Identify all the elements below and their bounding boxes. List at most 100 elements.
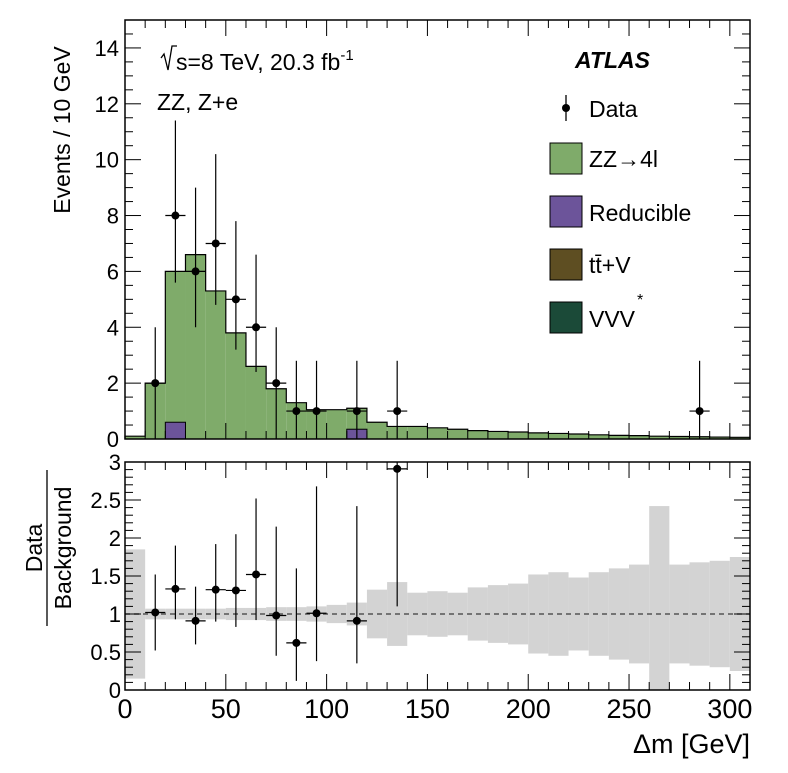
zz-bar bbox=[467, 430, 488, 439]
data-point bbox=[272, 379, 281, 388]
data-point bbox=[231, 295, 240, 304]
x-tick-label: 150 bbox=[405, 694, 450, 724]
ratio-ylabel-denominator: Background bbox=[50, 487, 76, 610]
zz-bar bbox=[125, 436, 146, 439]
data-point bbox=[292, 407, 301, 416]
main-y-tick-label: 10 bbox=[95, 148, 119, 173]
zz-bar bbox=[608, 435, 630, 439]
legend-label-data: Data bbox=[589, 96, 638, 122]
uncertainty-band-bin bbox=[588, 572, 609, 656]
main-y-tick-label: 6 bbox=[107, 259, 119, 284]
zz-bar bbox=[225, 332, 246, 439]
zz-bar bbox=[588, 434, 609, 439]
zz-bar bbox=[508, 432, 529, 439]
uncertainty-band-bin bbox=[689, 562, 710, 666]
legend-vvv-superscript: * bbox=[637, 292, 643, 309]
data-point bbox=[171, 211, 180, 220]
ratio-ylabel-numerator: Data bbox=[21, 524, 47, 573]
ratio-y-axis-label: Data Background bbox=[21, 470, 76, 626]
uncertainty-band-bin bbox=[649, 506, 670, 690]
ratio-point bbox=[292, 638, 301, 647]
ratio-y-tick-label: 2.5 bbox=[90, 488, 121, 513]
energy-text: s=8 TeV, 20.3 fb bbox=[176, 49, 340, 75]
data-point bbox=[211, 239, 220, 248]
zz-bar bbox=[366, 422, 388, 439]
uncertainty-band-bin bbox=[447, 592, 468, 636]
zz-bar bbox=[669, 436, 690, 439]
data-point bbox=[191, 267, 200, 276]
zz-bar bbox=[568, 433, 589, 439]
uncertainty-band-bin bbox=[528, 574, 549, 654]
ratio-point bbox=[312, 609, 321, 618]
ratio-y-tick-label: 3 bbox=[109, 450, 121, 475]
zz-bar bbox=[205, 290, 226, 439]
zz-bar bbox=[729, 437, 750, 439]
uncertainty-band-bin bbox=[427, 591, 448, 637]
x-tick-label: 200 bbox=[506, 694, 551, 724]
ratio-panel: 0 0.5 1 1.5 2 2.5 3 0 50 100 150 200 250 300 bbox=[90, 450, 752, 724]
svg-text:VVV*: VVV* bbox=[589, 292, 643, 332]
main-y-axis-label: Events / 10 GeV bbox=[49, 46, 75, 214]
ratio-y-tick-label: 2 bbox=[109, 526, 121, 551]
main-y-tick-label: 12 bbox=[95, 92, 119, 117]
legend-label-ttv: tt̄+V bbox=[589, 252, 631, 278]
main-y-tick-label: 14 bbox=[95, 36, 119, 61]
ratio-point bbox=[151, 608, 160, 617]
legend-entry-data: Data bbox=[562, 95, 638, 122]
ratio-point bbox=[211, 585, 220, 594]
ratio-y-tick-label: 0.5 bbox=[90, 640, 121, 665]
legend-entry-reducible: Reducible bbox=[549, 195, 691, 228]
ratio-point bbox=[231, 586, 240, 595]
reducible-bar bbox=[164, 421, 186, 440]
zz-bar bbox=[629, 435, 650, 439]
data-point bbox=[312, 407, 321, 416]
uncertainty-band-bin bbox=[669, 564, 690, 664]
legend-entry-vvv: VVV* bbox=[549, 292, 643, 334]
main-y-tick-label: 0 bbox=[107, 427, 119, 452]
zz-bar bbox=[427, 427, 448, 439]
legend-label-vvv: VVV bbox=[589, 306, 636, 332]
ratio-point bbox=[272, 611, 281, 620]
ratio-y-tick-label: 1 bbox=[109, 602, 121, 627]
ratio-point bbox=[352, 616, 361, 625]
sqrt-symbol bbox=[160, 45, 177, 71]
legend-label-zz: ZZ→4l bbox=[589, 146, 658, 172]
ratio-point bbox=[191, 616, 200, 625]
zz-bar bbox=[649, 436, 670, 439]
ratio-y-tick-label: 1.5 bbox=[90, 564, 121, 589]
data-point bbox=[252, 323, 261, 332]
data-point bbox=[695, 407, 704, 416]
legend-entry-zz: ZZ→4l bbox=[549, 142, 658, 175]
zz-bar bbox=[326, 409, 347, 439]
zz-bar bbox=[709, 437, 730, 439]
data-point bbox=[393, 407, 402, 416]
svg-text:s=8 TeV, 20.3 fb-1: s=8 TeV, 20.3 fb-1 bbox=[176, 47, 354, 75]
ratio-point bbox=[171, 584, 180, 593]
data-point bbox=[151, 379, 160, 388]
x-tick-label: 300 bbox=[707, 694, 752, 724]
zz-bar bbox=[447, 429, 468, 439]
uncertainty-band-bin bbox=[508, 583, 529, 645]
x-tick-label: 50 bbox=[211, 694, 241, 724]
x-tick-label: 100 bbox=[304, 694, 349, 724]
zz-bar bbox=[407, 426, 428, 439]
main-y-tick-label: 2 bbox=[107, 371, 119, 396]
ratio-y-tick-label: 0 bbox=[109, 678, 121, 703]
zz-bar bbox=[165, 271, 186, 439]
energy-superscript: -1 bbox=[340, 47, 353, 64]
zz-bar bbox=[185, 254, 206, 439]
channel-label: ZZ, Z+e bbox=[157, 89, 238, 115]
data-point bbox=[352, 407, 361, 416]
zz-bar bbox=[245, 366, 267, 439]
energy-annotation: s=8 TeV, 20.3 fb-1 bbox=[160, 45, 354, 75]
legend-entry-ttv: tt̄+V bbox=[549, 248, 631, 281]
zz-bar bbox=[528, 432, 549, 439]
legend: Data ZZ→4l Reducible tt̄+V VVV* bbox=[549, 95, 691, 334]
zz-bar bbox=[548, 433, 569, 439]
ratio-point bbox=[252, 570, 261, 579]
ratio-point bbox=[393, 464, 402, 473]
x-axis-label: Δm [GeV] bbox=[633, 729, 750, 759]
legend-label-reducible: Reducible bbox=[589, 200, 691, 226]
uncertainty-band-bin bbox=[608, 568, 630, 660]
